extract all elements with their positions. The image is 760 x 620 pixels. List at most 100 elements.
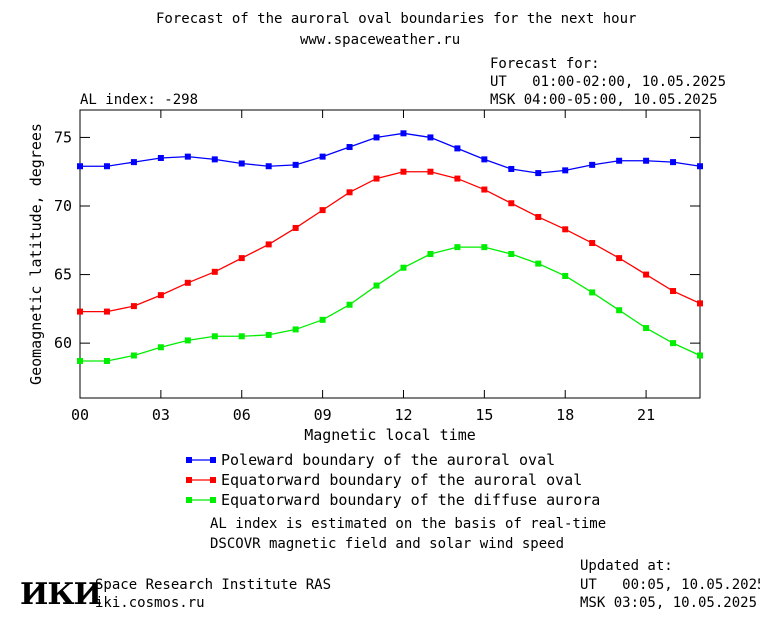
- series-1-point: [373, 134, 380, 141]
- y-tick-label: 65: [54, 266, 72, 284]
- legend-marker-2: [210, 477, 216, 483]
- series-2-point: [697, 300, 703, 307]
- series-2-point: [535, 213, 542, 220]
- note-line-1: AL index is estimated on the basis of re…: [210, 516, 607, 532]
- series-1-point: [427, 134, 434, 141]
- series-2-point: [130, 303, 137, 310]
- series-2-point: [373, 175, 380, 182]
- series-3-point: [589, 289, 596, 296]
- site-url: www.spaceweather.ru: [300, 32, 461, 48]
- series-2-point: [454, 175, 461, 182]
- forecast-for-label: Forecast for:: [490, 56, 600, 72]
- series-1-point: [508, 165, 515, 172]
- series-line-2: [80, 171, 701, 313]
- plot-frame: [79, 109, 701, 399]
- legend-label-3: Equatorward boundary of the diffuse auro…: [221, 491, 600, 509]
- series-1-point: [535, 170, 542, 177]
- y-tick-label: 75: [54, 128, 72, 146]
- series-2-point: [589, 240, 596, 247]
- series-line-3: [80, 246, 701, 362]
- series-1-point: [319, 153, 326, 160]
- series-3-point: [211, 333, 218, 340]
- updated-at-label: Updated at:: [580, 558, 673, 574]
- series-1-point: [454, 145, 461, 152]
- x-tick-label: 21: [637, 406, 655, 424]
- series-3-point: [616, 307, 623, 314]
- series-1-point: [616, 157, 623, 164]
- forecast-ut-time: UT 01:00-02:00, 10.05.2025: [490, 74, 727, 90]
- series-3-point: [481, 244, 488, 251]
- series-1-point: [643, 157, 650, 164]
- y-tick-label: 70: [54, 197, 72, 215]
- series-2-point: [643, 271, 650, 278]
- legend-label-1: Poleward boundary of the auroral oval: [221, 451, 555, 469]
- series-1-point: [238, 160, 245, 167]
- series-3-point: [643, 325, 650, 332]
- series-1-point: [77, 163, 83, 170]
- series-1-point: [481, 156, 488, 163]
- series-3-point: [130, 352, 137, 359]
- series-3-point: [319, 316, 326, 323]
- forecast-msk-time: MSK 04:00-05:00, 10.05.2025: [490, 92, 718, 108]
- series-3-point: [697, 352, 703, 359]
- series-1-point: [184, 153, 191, 160]
- legend-label-2: Equatorward boundary of the auroral oval: [221, 471, 582, 489]
- series-1-point: [697, 163, 703, 170]
- series-2-point: [562, 226, 569, 233]
- series-1-point: [292, 161, 299, 168]
- series-3-point: [103, 357, 110, 364]
- series-2-point: [292, 224, 299, 231]
- series-2-point: [265, 241, 272, 248]
- institute-name: Space Research Institute RAS: [95, 577, 332, 593]
- series-3-point: [373, 282, 380, 289]
- series-3-point: [670, 340, 677, 347]
- x-tick-label: 09: [314, 406, 332, 424]
- series-2-point: [427, 168, 434, 175]
- series-3-point: [292, 326, 299, 333]
- x-tick-label: 06: [233, 406, 251, 424]
- y-axis-label: Geomagnetic latitude, degrees: [27, 123, 45, 385]
- series-3-point: [157, 344, 164, 351]
- series-2-point: [616, 255, 623, 262]
- legend-marker-1: [186, 457, 192, 463]
- x-tick-label: 03: [152, 406, 170, 424]
- legend-marker-3: [210, 497, 216, 503]
- series-2-point: [670, 288, 677, 295]
- series-1-point: [562, 167, 569, 174]
- series-2-point: [319, 207, 326, 214]
- x-tick-label: 15: [475, 406, 493, 424]
- x-tick-label: 18: [556, 406, 574, 424]
- x-tick-label: 00: [71, 406, 89, 424]
- series-2-point: [346, 189, 353, 196]
- series-1-point: [346, 144, 353, 151]
- chart-title: Forecast of the auroral oval boundaries …: [156, 11, 637, 27]
- series-3-point: [400, 264, 407, 271]
- series-2-point: [211, 268, 218, 275]
- series-3-point: [508, 251, 515, 257]
- series-1-point: [211, 156, 218, 163]
- legend-marker-3: [186, 497, 192, 503]
- series-3-point: [184, 337, 191, 344]
- series-2-point: [184, 279, 191, 286]
- series-1-point: [130, 159, 137, 166]
- series-1-point: [670, 159, 677, 166]
- iki-logo: ИКИ: [20, 577, 102, 612]
- y-tick-label: 60: [54, 334, 72, 352]
- series-3-point: [346, 301, 353, 308]
- series-3-point: [535, 260, 542, 267]
- series-2-point: [400, 168, 407, 175]
- series-1-point: [589, 161, 596, 168]
- series-2-point: [238, 255, 245, 262]
- series-2-point: [508, 200, 515, 207]
- series-2-point: [481, 186, 488, 193]
- series-3-point: [427, 251, 434, 257]
- note-line-2: DSCOVR magnetic field and solar wind spe…: [210, 536, 565, 552]
- updated-ut-time: UT 00:05, 10.05.2025: [580, 577, 760, 593]
- series-2-point: [157, 292, 164, 299]
- series-3-point: [454, 244, 461, 251]
- x-axis-label: Magnetic local time: [304, 426, 476, 444]
- series-line-1: [80, 132, 701, 174]
- series-1-point: [265, 163, 272, 170]
- legend-marker-1: [210, 457, 216, 463]
- series-3-point: [265, 331, 272, 338]
